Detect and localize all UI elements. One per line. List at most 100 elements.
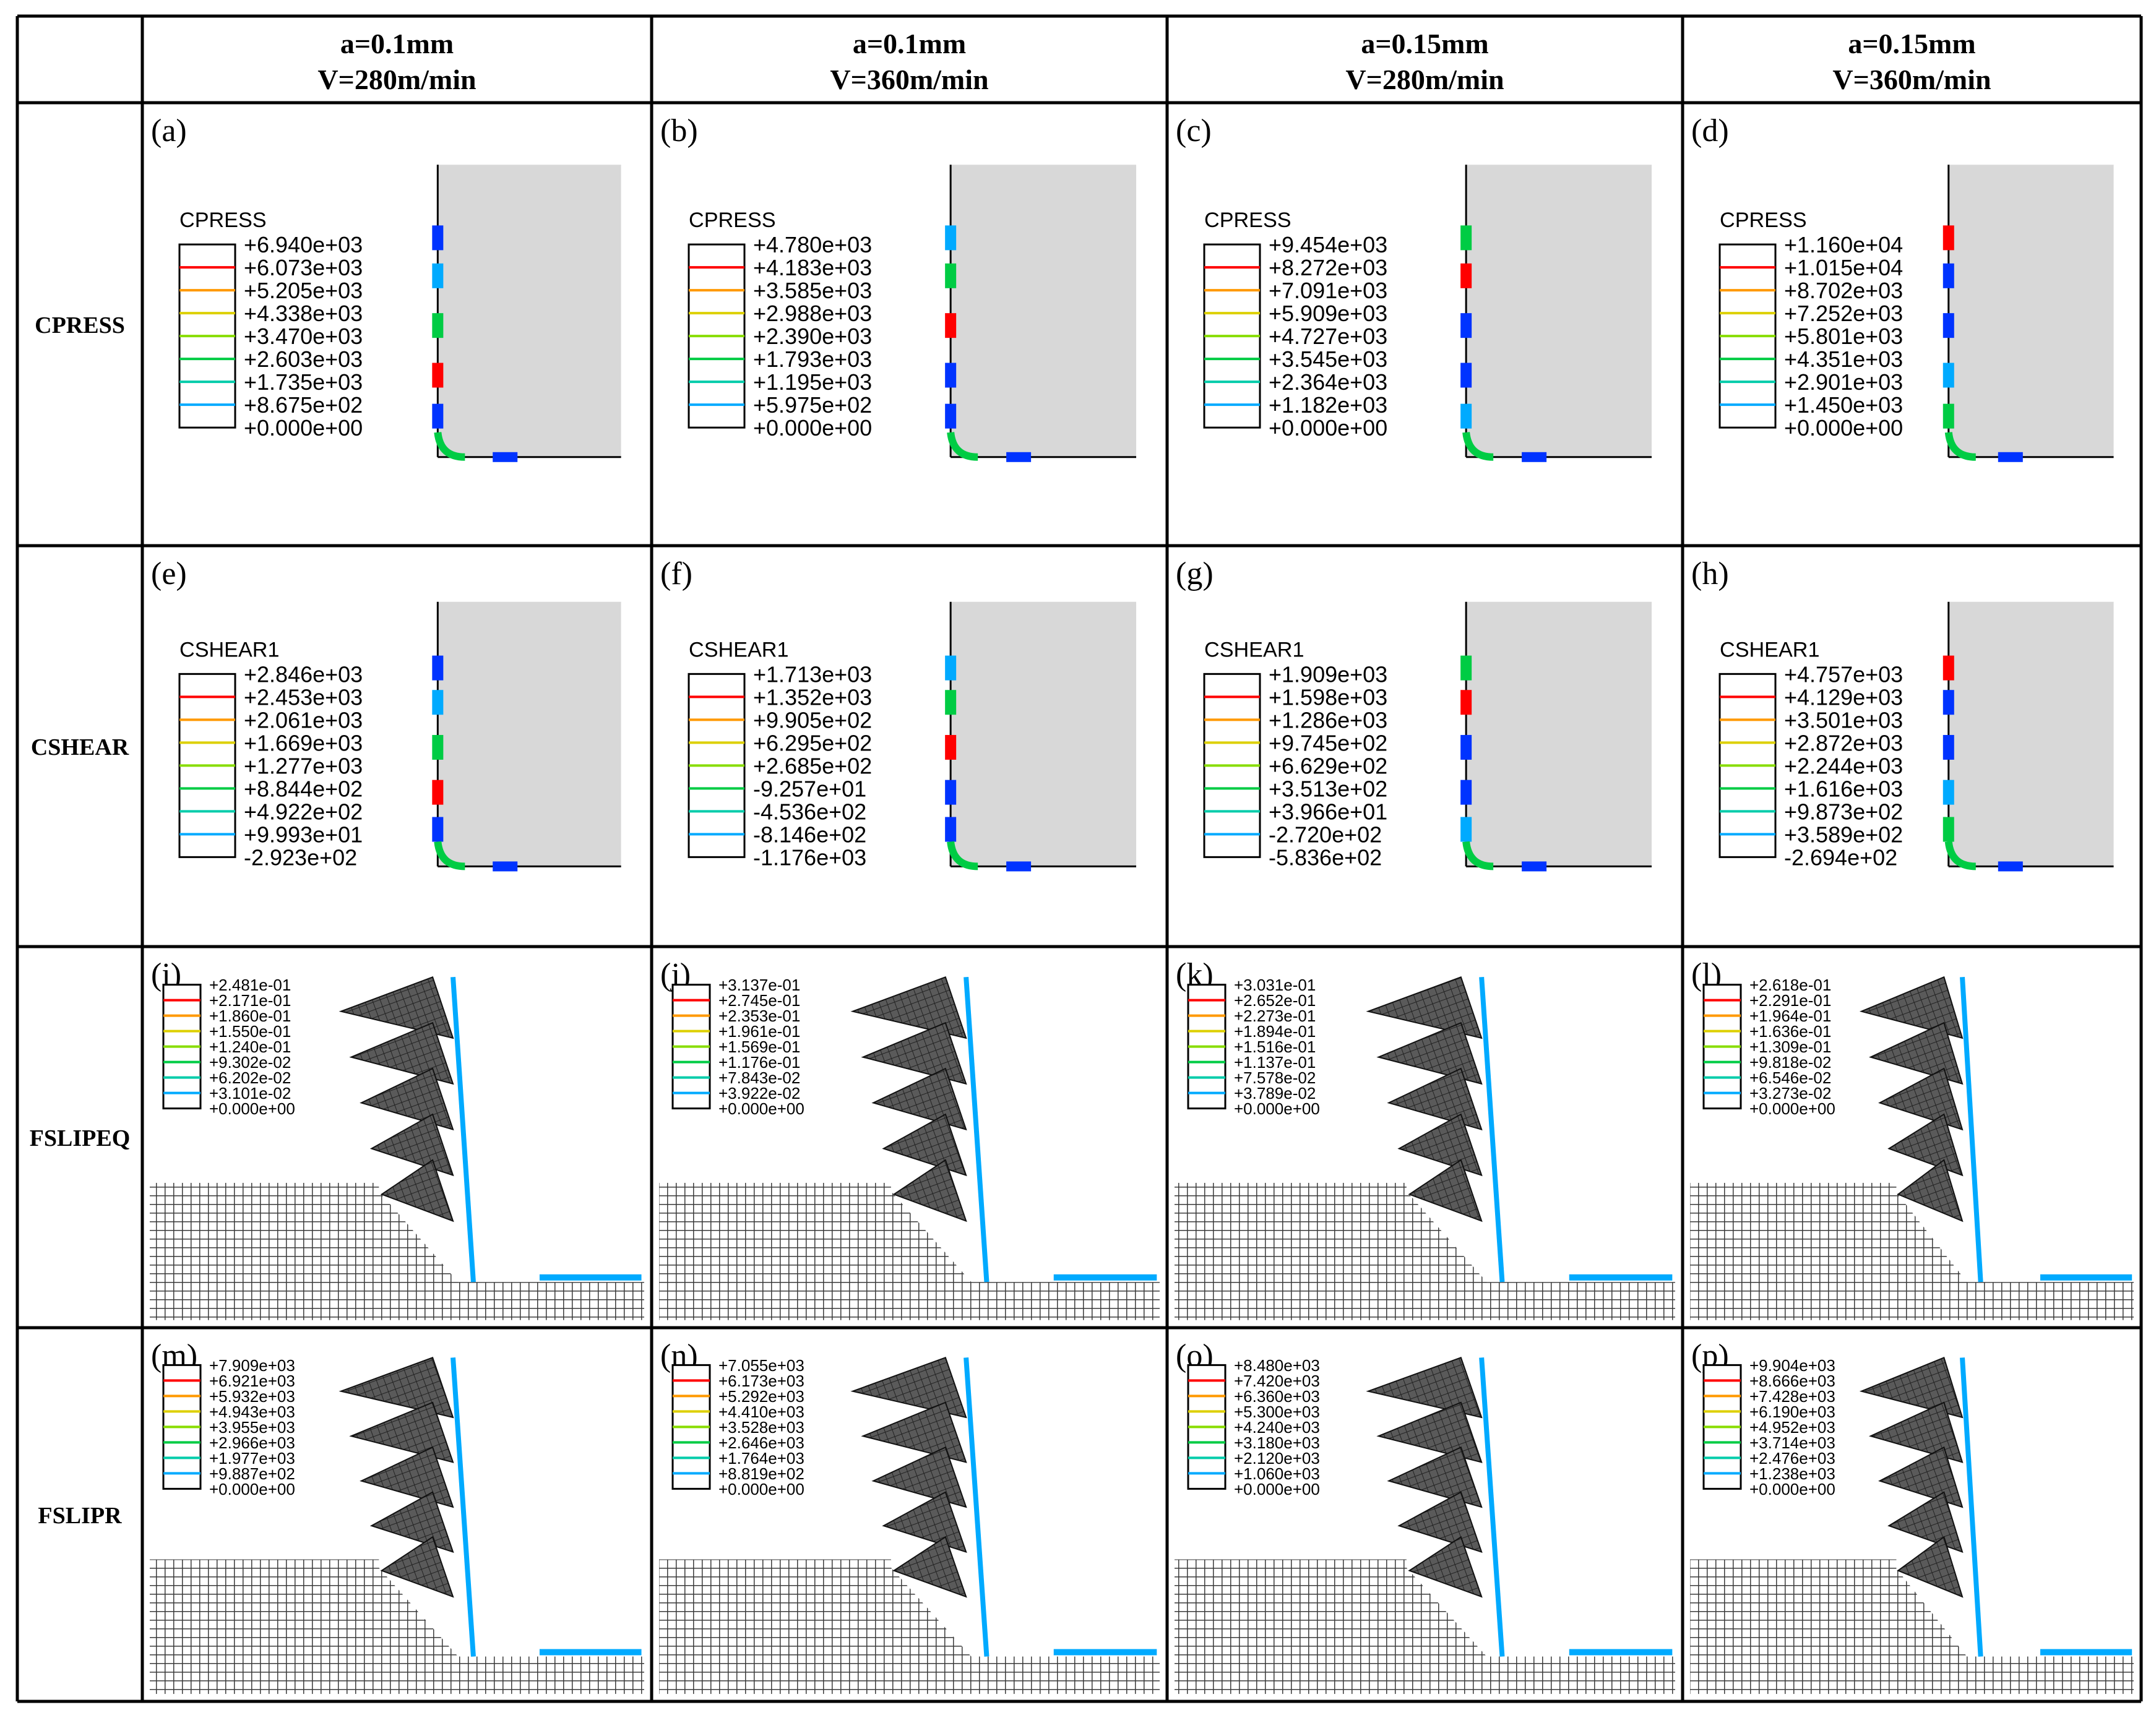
legend-value: +8.272e+03 [1269, 255, 1387, 280]
contact-marker [493, 861, 518, 872]
legend-value: +8.480e+03 [1234, 1356, 1320, 1375]
legend-value: +1.277e+03 [244, 753, 363, 778]
contact-marker [1460, 690, 1472, 715]
contact-marker [1460, 225, 1472, 251]
panel-tag: (d) [1691, 113, 1729, 148]
panel-m: (m) +7.909e+03+6.921e+03+5.932e+03+4.943e… [150, 1338, 644, 1694]
legend-value: +1.894e-01 [1234, 1022, 1316, 1041]
legend-value: +1.176e-01 [718, 1053, 800, 1072]
chip-segment [861, 1021, 967, 1085]
chip-segment [1897, 1159, 1964, 1223]
legend-value: +0.000e+00 [1749, 1099, 1835, 1118]
legend-value: +9.904e+03 [1749, 1356, 1835, 1375]
contact-marker [1460, 313, 1472, 338]
legend-value: +0.000e+00 [753, 415, 872, 441]
workpiece-region [438, 165, 621, 457]
legend-value: -2.720e+02 [1269, 822, 1382, 847]
contact-marker [432, 780, 444, 805]
tool-chip-contact [964, 1357, 990, 1657]
legend-value: +2.846e+03 [244, 661, 363, 687]
legend-value: +4.183e+03 [753, 255, 872, 280]
legend-value: +2.061e+03 [244, 707, 363, 733]
legend-value: +1.182e+03 [1269, 392, 1387, 418]
contact-marker [1943, 363, 1954, 388]
workpiece-mesh [1690, 1182, 1897, 1320]
chip-segment [360, 1446, 454, 1508]
legend-value: +1.735e+03 [244, 369, 363, 395]
contact-marker [945, 403, 957, 429]
contact-marker [1943, 313, 1954, 338]
workpiece-mesh [883, 1182, 1160, 1320]
legend-value: +7.578e-02 [1234, 1068, 1316, 1087]
legend-value: +0.000e+00 [244, 415, 363, 441]
contact-marker [1943, 263, 1954, 288]
workpiece-mesh [1175, 1182, 1407, 1320]
legend-value: +1.240e-01 [209, 1038, 291, 1056]
contact-marker [1460, 734, 1472, 760]
legend-value: +3.955e+03 [209, 1418, 295, 1437]
chip-segment [338, 976, 454, 1039]
contact-marker [1943, 225, 1954, 251]
legend-value: +4.129e+03 [1784, 684, 1903, 710]
contact-marker [1460, 263, 1472, 288]
column-header-speed: V=280m/min [317, 64, 476, 95]
column-header-depth: a=0.15mm [1361, 28, 1488, 59]
legend-value: +2.901e+03 [1784, 369, 1903, 395]
legend-value: +4.351e+03 [1784, 346, 1903, 372]
contact-marker [1006, 861, 1032, 872]
legend-value: +6.546e-02 [1749, 1068, 1831, 1087]
legend-title: CSHEAR1 [1204, 638, 1304, 661]
legend-title: CPRESS [179, 208, 267, 232]
column-header-speed: V=360m/min [830, 64, 988, 95]
panel-o: (o) +8.480e+03+7.420e+03+6.360e+03+5.300e… [1175, 1338, 1675, 1694]
panel-tag: (g) [1176, 556, 1214, 591]
tool-chip-contact [1479, 977, 1505, 1283]
panel-tag: (h) [1691, 556, 1729, 591]
legend-value: +8.844e+02 [244, 776, 363, 801]
legend-value: +3.273e-02 [1749, 1084, 1831, 1102]
legend-value: +6.940e+03 [244, 232, 363, 257]
legend-value: +3.513e+02 [1269, 776, 1387, 801]
contact-marker [2040, 1649, 2132, 1656]
legend-value: +1.137e-01 [1234, 1053, 1316, 1072]
legend-value: +5.292e+03 [718, 1387, 804, 1406]
legend-value: +7.843e-02 [718, 1068, 800, 1087]
tool-edge-contact [1462, 841, 1494, 870]
chip-segment [871, 1067, 967, 1131]
column-header-speed: V=360m/min [1832, 64, 1991, 95]
legend-value: +2.244e+03 [1784, 753, 1903, 778]
chip-segment [1366, 1357, 1483, 1419]
legend-value: -5.836e+02 [1269, 845, 1382, 870]
workpiece-mesh [1399, 1559, 1675, 1694]
legend-value: +1.060e+03 [1234, 1464, 1320, 1483]
chip-segment [1868, 1021, 1964, 1085]
chip-segment [349, 1021, 454, 1085]
chip-segment [338, 1357, 454, 1419]
chip-segment [1878, 1067, 1964, 1131]
tool-edge-contact [947, 431, 978, 461]
legend-value: +9.887e+02 [209, 1464, 295, 1483]
legend-value: +7.252e+03 [1784, 301, 1903, 326]
chip-segment [1376, 1021, 1483, 1085]
chip-segment [1366, 976, 1483, 1039]
legend-value: +8.702e+03 [1784, 278, 1903, 303]
legend-title: CPRESS [1204, 208, 1291, 232]
tool-edge-contact [434, 841, 465, 870]
legend-title: CSHEAR1 [1720, 638, 1820, 661]
legend-value: +0.000e+00 [1234, 1099, 1320, 1118]
workpiece-mesh [150, 1182, 379, 1320]
legend-value: +0.000e+00 [718, 1099, 804, 1118]
legend-value: +3.714e+03 [1749, 1433, 1835, 1452]
contact-marker [432, 655, 444, 681]
workpiece-mesh [659, 1559, 891, 1694]
contact-marker [432, 690, 444, 715]
legend-value: +2.390e+03 [753, 324, 872, 349]
panel-d: (d)CPRESS+1.160e+04+1.015e+04+8.702e+03+… [1691, 113, 2114, 462]
panel-tag: (e) [151, 556, 187, 591]
contact-marker [945, 313, 957, 338]
legend-value: +1.598e+03 [1269, 684, 1387, 710]
legend-value: +2.364e+03 [1269, 369, 1387, 395]
contact-marker [945, 655, 957, 681]
legend-value: +0.000e+00 [209, 1480, 295, 1498]
